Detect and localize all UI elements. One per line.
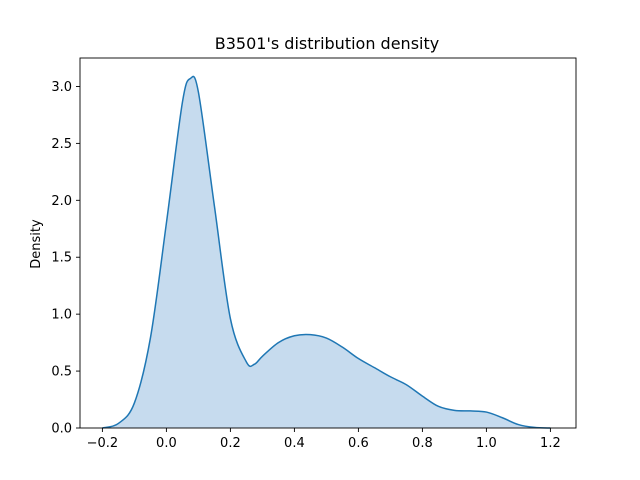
x-tick-label: −0.2 — [87, 436, 119, 451]
y-tick-label: 3.0 — [51, 80, 72, 95]
plot-area — [102, 75, 551, 429]
y-tick-label: 0.5 — [51, 365, 72, 380]
y-tick-label: 1.0 — [51, 308, 72, 323]
y-tick-label: 1.5 — [51, 251, 72, 266]
plot-frame — [79, 57, 577, 429]
y-axis-label: Density — [29, 219, 44, 269]
density-area — [102, 76, 551, 429]
x-tick-label: 0.2 — [220, 436, 241, 451]
y-tick-label: 2.0 — [51, 194, 72, 209]
x-tick-label: 1.0 — [476, 436, 497, 451]
y-tick-label: 2.5 — [51, 137, 72, 152]
density-line — [102, 75, 551, 429]
y-axis: 0.0 0.5 1.0 1.5 2.0 2.5 3.0 — [51, 80, 80, 437]
x-tick-label: 0.6 — [348, 436, 369, 451]
x-axis: −0.2 0.0 0.2 0.4 0.6 0.8 1.0 1.2 — [87, 428, 561, 451]
x-tick-label: 1.2 — [540, 436, 561, 451]
x-tick-label: 0.8 — [412, 436, 433, 451]
chart-title: B3501's distribution density — [215, 34, 439, 53]
y-tick-label: 0.0 — [51, 422, 72, 437]
x-tick-label: 0.4 — [284, 436, 305, 451]
x-tick-label: 0.0 — [156, 436, 177, 451]
